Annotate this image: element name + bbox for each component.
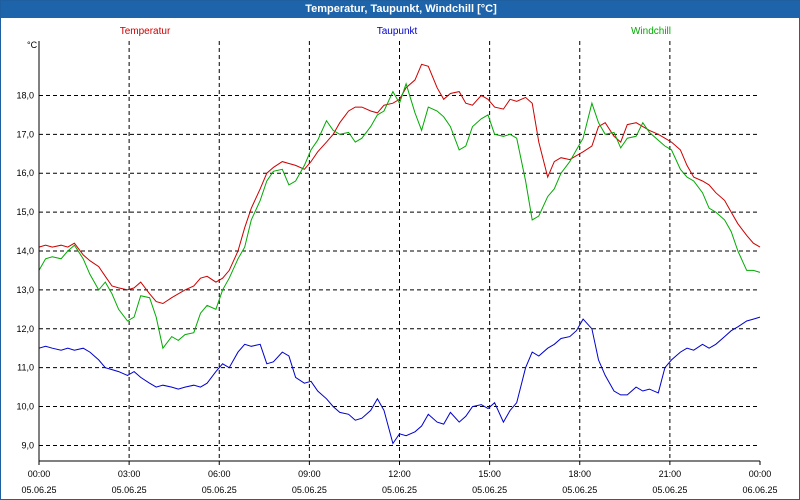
x-tick-time: 00:00 [749,469,772,479]
series-line-temperatur [38,63,761,305]
y-tick-label: 9,0 [21,440,34,450]
x-tick-date: 05.06.25 [112,485,147,495]
x-tick-date: 05.06.25 [382,485,417,495]
series-line-windchill [38,82,761,350]
x-tick-time: 06:00 [208,469,231,479]
tick-labels: 9,0 10,0 11,0 12,0 13,0 14,0 15,0 16,0 17,0 18,0 0… [16,40,777,495]
y-tick-label: 10,0 [16,402,34,412]
series-lines [38,63,761,445]
x-tick-time: 15:00 [478,469,501,479]
chart-title: Temperatur, Taupunkt, Windchill [°C] [1,1,800,18]
y-tick-label: 14,0 [16,246,34,256]
x-tick-date: 05.06.25 [472,485,507,495]
y-tick-label: 13,0 [16,285,34,295]
x-tick-date: 05.06.25 [562,485,597,495]
y-tick-label: 15,0 [16,207,34,217]
y-tick-label: 12,0 [16,324,34,334]
y-tick-label: 11,0 [17,363,34,373]
legend: Temperatur Taupunkt Windchill [120,26,671,37]
legend-temperatur: Temperatur [120,26,171,37]
x-tick-time: 00:00 [28,469,51,479]
x-tick-time: 12:00 [388,469,411,479]
legend-windchill: Windchill [631,26,671,37]
x-tick-time: 03:00 [118,469,141,479]
x-tick-date: 05.06.25 [652,485,687,495]
y-axis-label: °C [27,40,38,50]
x-tick-date: 05.06.25 [292,485,327,495]
x-tick-time: 09:00 [298,469,321,479]
y-tick-label: 17,0 [16,129,34,139]
series-line-taupunkt [38,316,761,445]
x-tick-date: 06.06.25 [742,485,777,495]
x-tick-date: 05.06.25 [202,485,237,495]
y-tick-label: 16,0 [16,168,34,178]
x-tick-time: 21:00 [659,469,682,479]
x-tick-time: 18:00 [568,469,591,479]
legend-taupunkt: Taupunkt [377,26,418,37]
axes [38,41,761,465]
x-tick-date: 05.06.25 [21,485,56,495]
y-tick-label: 18,0 [16,90,34,100]
